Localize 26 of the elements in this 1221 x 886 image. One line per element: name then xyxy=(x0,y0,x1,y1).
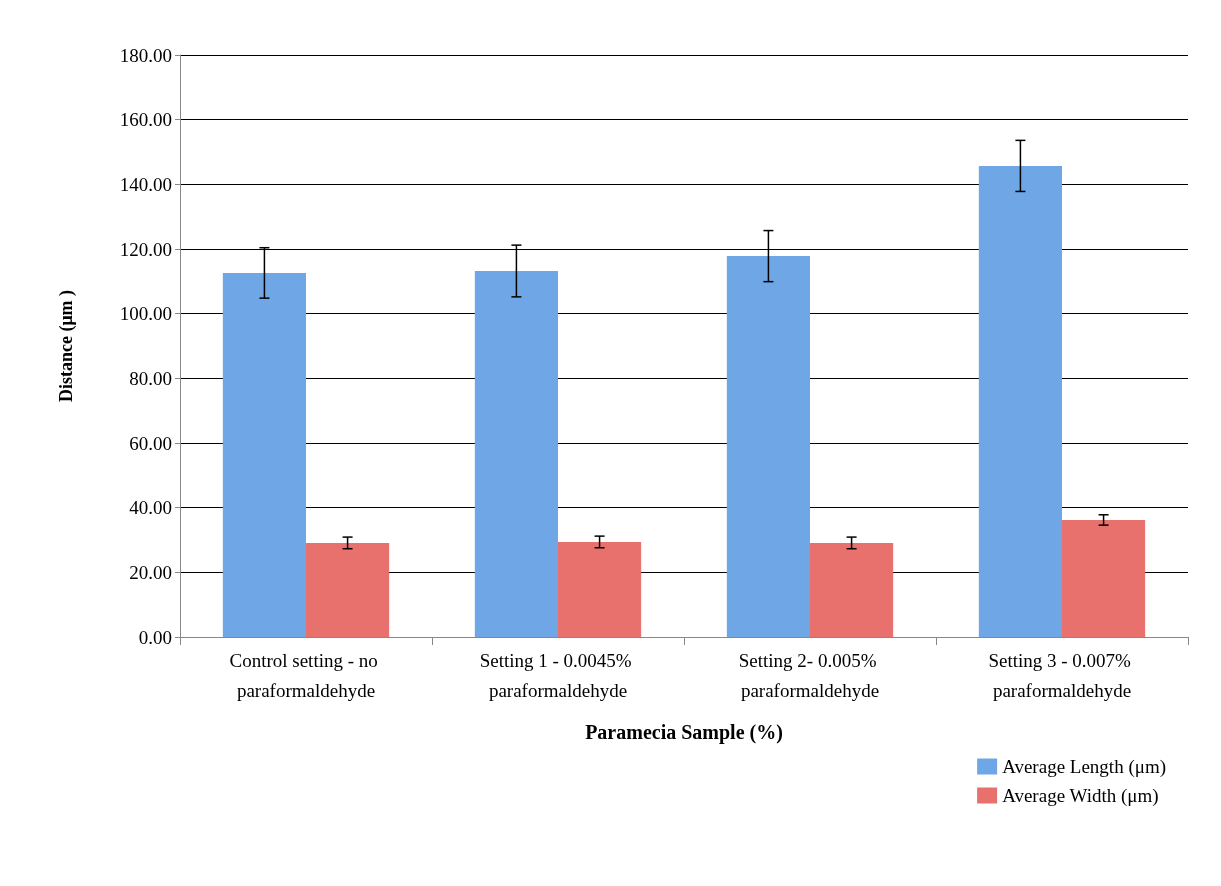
x-tick-label: Setting 1 - 0.0045% paraformaldehyde xyxy=(479,649,637,701)
y-tick-label: 140.00 xyxy=(119,173,172,195)
bar xyxy=(222,272,306,637)
bar xyxy=(306,542,390,637)
y-tick-label: 80.00 xyxy=(129,367,172,389)
bar xyxy=(810,542,894,637)
bar xyxy=(726,256,810,637)
x-axis-title: Paramecia Sample (%) xyxy=(585,721,783,744)
bar xyxy=(1062,519,1146,637)
y-tick-label: 60.00 xyxy=(129,432,172,454)
y-tick-label: 0.00 xyxy=(138,626,172,648)
bar xyxy=(558,541,642,637)
legend-label: Average Width (μm) xyxy=(1002,785,1159,807)
y-tick-label: 40.00 xyxy=(129,497,172,519)
bar xyxy=(978,165,1062,637)
y-axis-title: Distance (μm ) xyxy=(56,289,77,403)
legend-label: Average Length (μm) xyxy=(1002,756,1166,778)
y-tick-label: 20.00 xyxy=(129,561,172,583)
bar xyxy=(474,270,558,637)
x-tick-label: Setting 3 - 0.007% paraformaldehyde xyxy=(988,649,1136,701)
y-tick-label: 100.00 xyxy=(119,303,172,325)
y-tick-label: 160.00 xyxy=(119,109,172,131)
x-tick-label: Setting 2- 0.005% paraformaldehyde xyxy=(738,649,882,701)
x-tick-label: Control setting - no paraformaldehyde xyxy=(229,649,383,701)
y-tick-label: 180.00 xyxy=(119,44,172,66)
y-tick-label: 120.00 xyxy=(119,238,172,260)
